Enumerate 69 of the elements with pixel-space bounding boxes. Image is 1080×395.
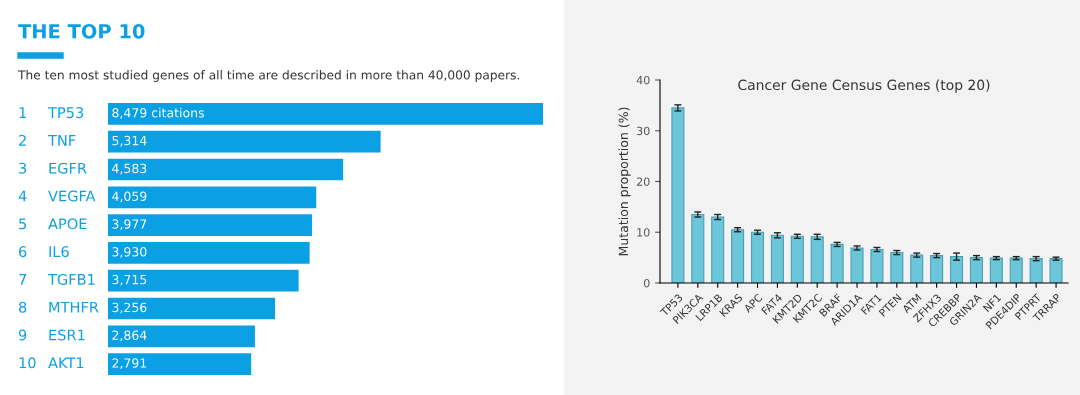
bar bbox=[108, 353, 252, 375]
y-tick-label: IL6 bbox=[49, 246, 69, 258]
bar bbox=[1029, 258, 1043, 283]
bar bbox=[770, 234, 784, 283]
bar bbox=[731, 229, 745, 283]
bar bbox=[850, 247, 864, 283]
text: 4 bbox=[18, 190, 27, 202]
data-label: 3,715 bbox=[112, 274, 147, 286]
bar bbox=[930, 255, 944, 283]
y-tick-label: TP53 bbox=[47, 107, 84, 119]
bar bbox=[950, 256, 964, 283]
y-tick-label: APOE bbox=[48, 218, 87, 230]
text: 7 bbox=[19, 274, 27, 285]
bar bbox=[711, 216, 725, 283]
text: 10 bbox=[19, 357, 36, 369]
y-tick-label: 0 bbox=[643, 278, 650, 288]
bar bbox=[691, 213, 705, 283]
y-tick-label: TNF bbox=[47, 135, 76, 146]
y-tick-label: MTHFR bbox=[49, 301, 99, 313]
chart-title: THE TOP 10 bbox=[18, 23, 145, 39]
bar bbox=[790, 235, 804, 283]
bar bbox=[108, 269, 299, 292]
data-label: 2,864 bbox=[112, 330, 147, 342]
bar bbox=[108, 214, 313, 236]
bar bbox=[108, 158, 344, 181]
text: 2 bbox=[19, 134, 26, 146]
y-tick-label: AKT1 bbox=[48, 357, 84, 369]
bar bbox=[750, 231, 765, 283]
y-tick-label: 10 bbox=[637, 228, 650, 237]
y-axis-title: Mutation proportion (%) bbox=[618, 107, 631, 256]
y-tick-label: ESR1 bbox=[49, 329, 85, 341]
bar bbox=[890, 251, 904, 283]
text: 6 bbox=[19, 246, 27, 258]
data-label: 3,256 bbox=[112, 302, 147, 314]
chart-subtitle: The ten most studied genes of all time are described in more than 40,000 papers. bbox=[17, 70, 520, 82]
y-tick-label: 40 bbox=[636, 75, 650, 85]
text: 5 bbox=[19, 218, 26, 230]
bar bbox=[969, 257, 983, 283]
data-label: 8,479 citations bbox=[112, 107, 204, 119]
bar bbox=[910, 254, 924, 283]
bar bbox=[108, 297, 276, 320]
text: 9 bbox=[18, 329, 27, 341]
bar bbox=[870, 248, 884, 283]
bar bbox=[671, 107, 685, 283]
y-tick-label: VEGFA bbox=[48, 190, 96, 202]
bar bbox=[1049, 258, 1063, 283]
bar bbox=[1009, 257, 1023, 283]
chart-title: Cancer Gene Census Genes (top 20) bbox=[738, 79, 990, 93]
bar bbox=[108, 186, 317, 209]
text: 8 bbox=[18, 301, 27, 313]
data-label: 3,930 bbox=[112, 247, 147, 258]
bar bbox=[108, 242, 310, 264]
bar bbox=[830, 243, 844, 283]
bar bbox=[108, 103, 543, 125]
y-tick-label: EGFR bbox=[49, 162, 87, 174]
y-tick-label: 30 bbox=[636, 126, 650, 136]
bar bbox=[108, 130, 381, 153]
data-label: 2,791 bbox=[112, 358, 147, 369]
text: 3 bbox=[19, 162, 27, 174]
y-tick-label: 20 bbox=[636, 177, 650, 186]
data-label: 5,314 bbox=[112, 135, 147, 147]
data-label: 3,977 bbox=[112, 219, 147, 230]
bar bbox=[108, 325, 255, 348]
bar bbox=[810, 236, 824, 283]
y-tick-label: TGFB1 bbox=[47, 273, 95, 285]
data-label: 4,059 bbox=[112, 191, 147, 203]
bar bbox=[989, 257, 1003, 283]
text: 1 bbox=[19, 107, 26, 118]
data-label: 4,583 bbox=[112, 163, 147, 175]
